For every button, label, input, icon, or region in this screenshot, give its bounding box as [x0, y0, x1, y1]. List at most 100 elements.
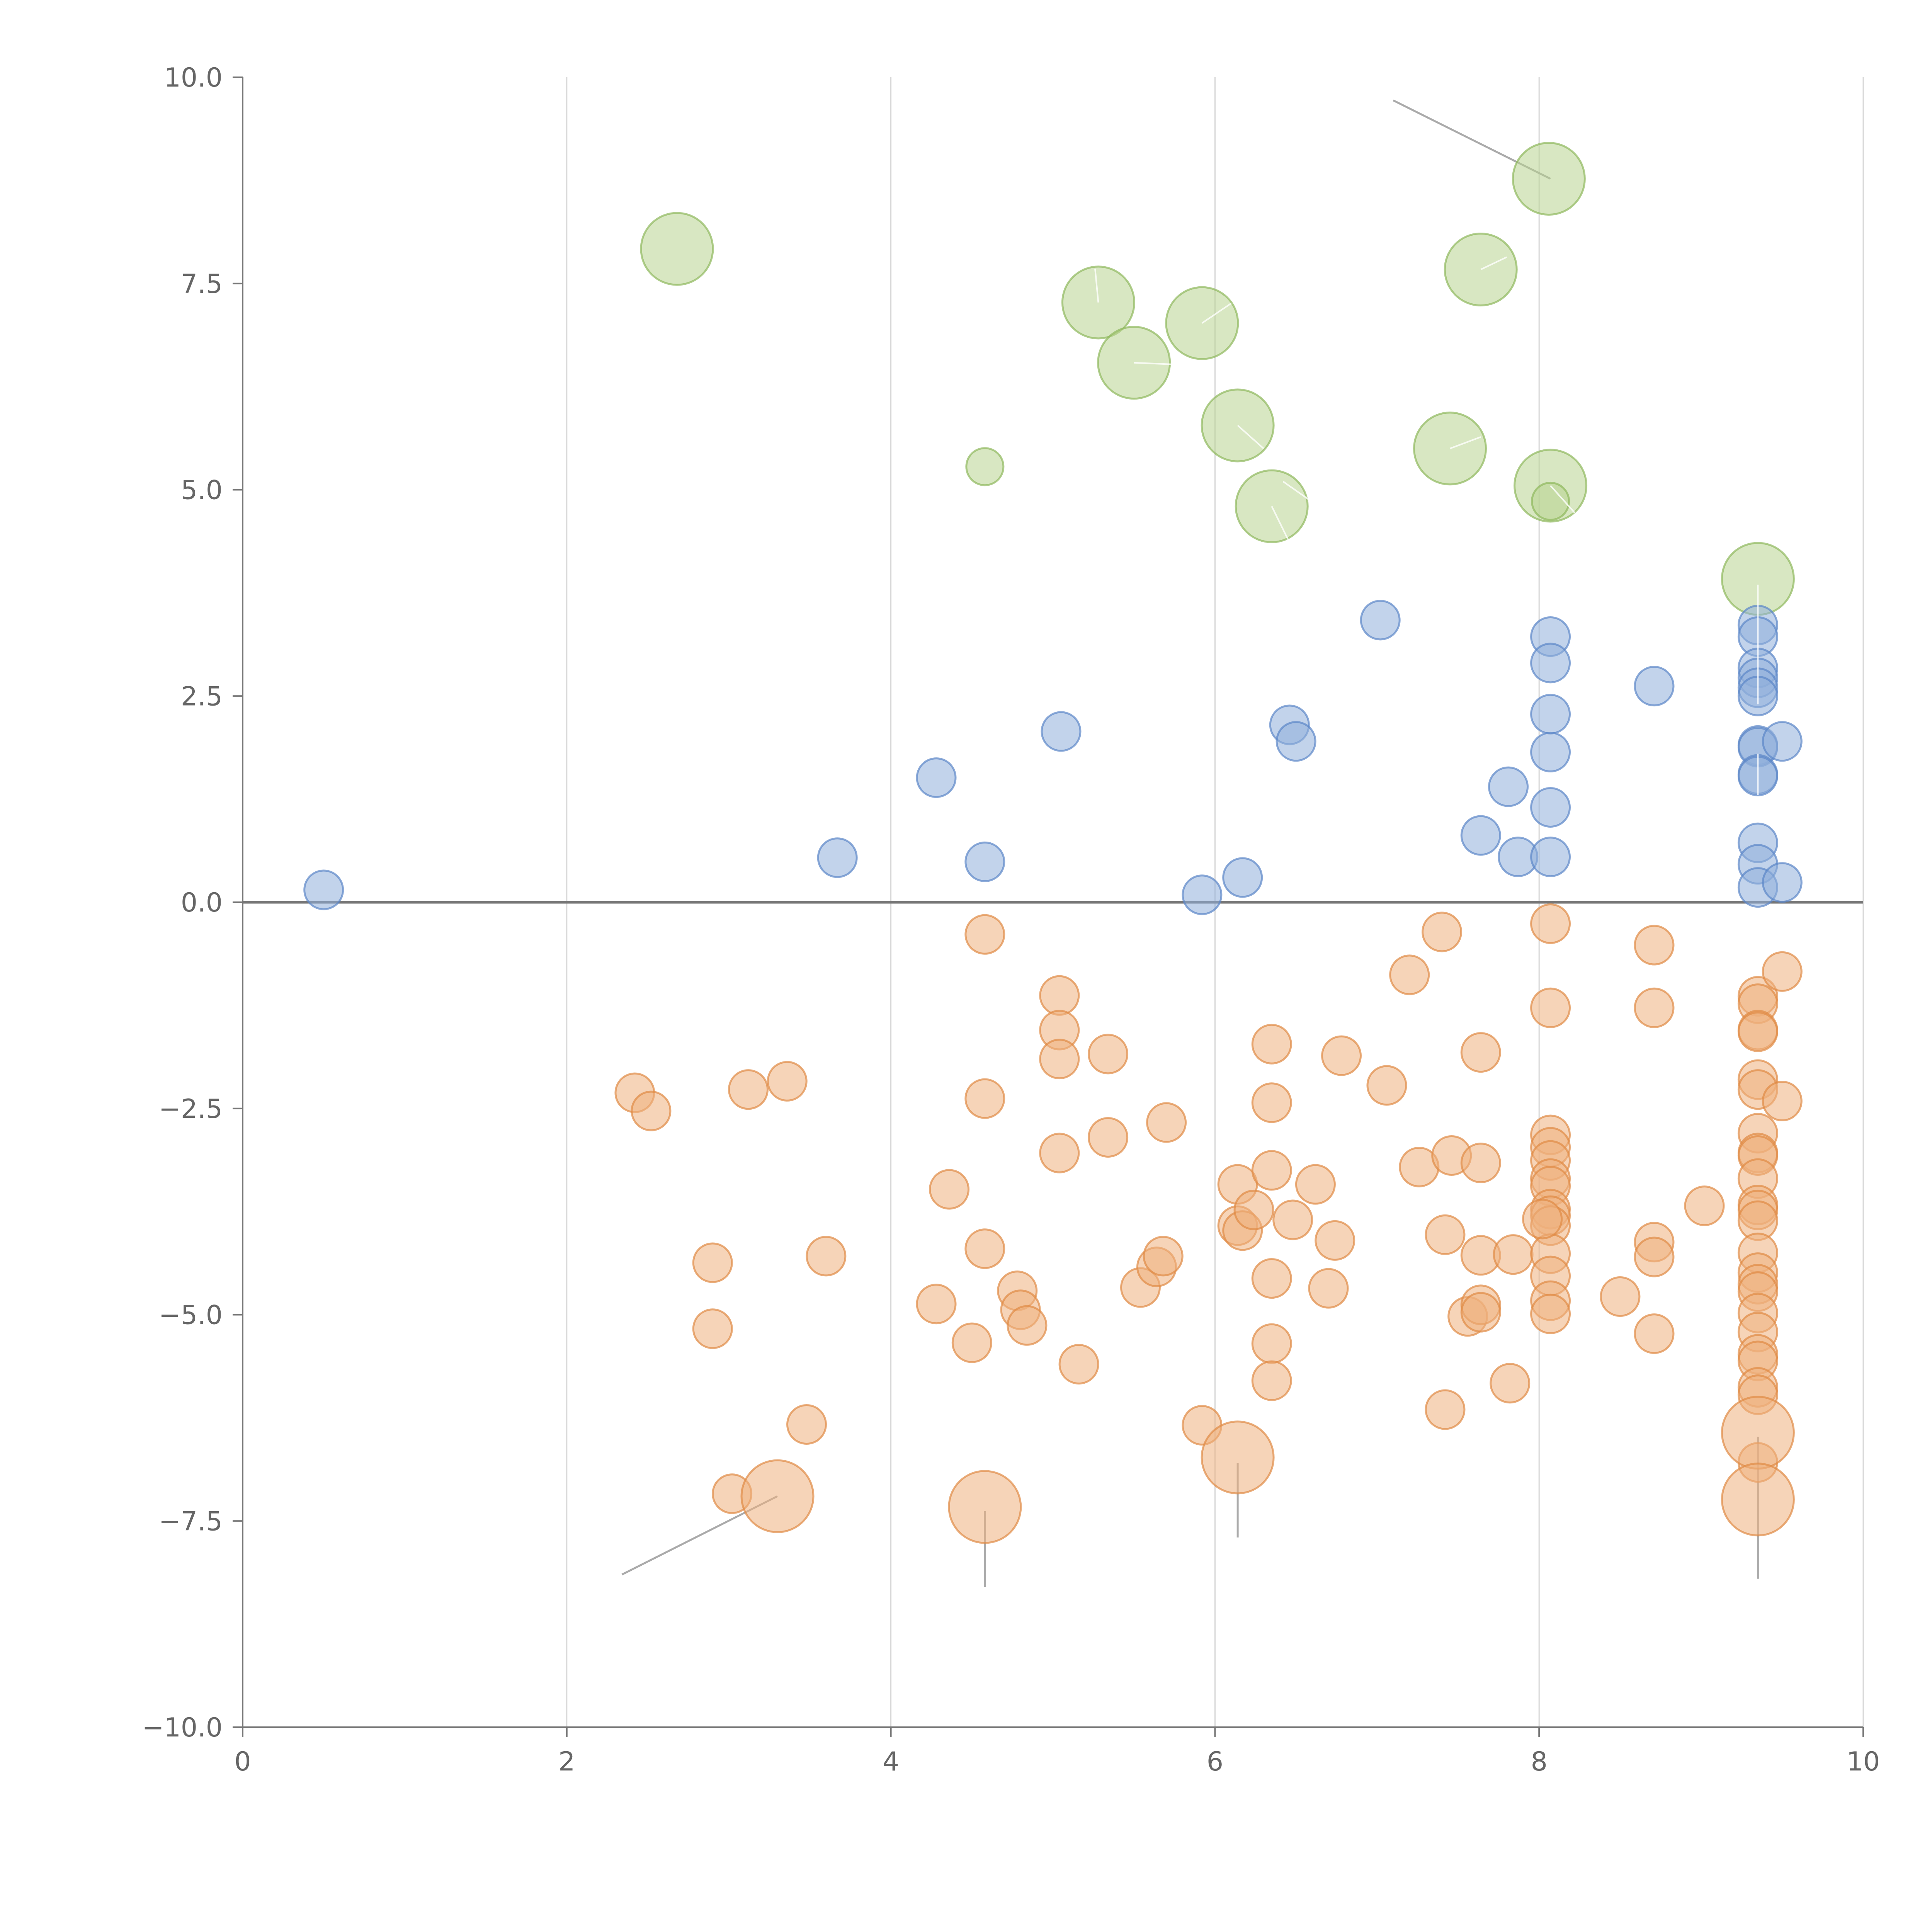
blue-point [916, 757, 957, 798]
green-point [1097, 326, 1171, 400]
orange-point [1233, 1189, 1274, 1230]
orange-point [786, 1404, 827, 1445]
orange-point [1146, 1102, 1187, 1143]
orange-point [929, 1169, 970, 1210]
orange-point [1737, 1011, 1778, 1052]
y-tick-label: −2.5 [159, 1094, 223, 1124]
orange-point [1321, 1035, 1362, 1076]
leader-line [1201, 303, 1232, 324]
orange-point [1088, 1034, 1129, 1075]
y-tick-label: −7.5 [159, 1506, 223, 1537]
y-tick-label: −5.0 [159, 1300, 223, 1331]
y-tick-label: −10.0 [142, 1713, 223, 1743]
orange-point [1251, 1323, 1292, 1364]
blue-point [1530, 787, 1571, 828]
orange-point [916, 1284, 957, 1325]
orange-point [1308, 1268, 1349, 1309]
leader-line [1550, 485, 1575, 514]
y-tick-label: 5.0 [181, 475, 223, 506]
x-tick-label: 10 [1847, 1747, 1880, 1777]
orange-point [1460, 1292, 1501, 1333]
orange-point [1493, 1234, 1534, 1275]
orange-point [1251, 1024, 1292, 1065]
orange-point [1251, 1150, 1292, 1191]
blue-point [1530, 837, 1571, 878]
blue-point [1222, 857, 1263, 898]
orange-point [951, 1322, 992, 1363]
orange-point [1366, 1065, 1407, 1106]
orange-point [1721, 1396, 1795, 1470]
orange-point [1460, 1143, 1501, 1184]
orange-point [1389, 954, 1430, 995]
y-tick-label: 10.0 [164, 63, 223, 93]
blue-point [1460, 815, 1501, 856]
orange-point [1058, 1344, 1099, 1385]
orange-point [1251, 1258, 1292, 1299]
orange-point [1039, 975, 1080, 1016]
green-point [640, 212, 714, 286]
leader-line [1271, 506, 1289, 540]
blue-point [1530, 643, 1571, 684]
orange-point [1251, 1082, 1292, 1123]
blue-point [817, 837, 858, 878]
orange-point [1201, 1420, 1275, 1495]
orange-point [1007, 1305, 1048, 1346]
data-points [303, 142, 1803, 1544]
orange-point [1315, 1220, 1355, 1261]
blue-point [1488, 766, 1529, 807]
green-point [1531, 481, 1570, 521]
orange-point [1684, 1185, 1725, 1226]
y-tick-label: 7.5 [181, 269, 223, 299]
blue-point [303, 869, 344, 910]
orange-point [1460, 1032, 1501, 1073]
blue-point [1182, 874, 1223, 915]
orange-point [1490, 1363, 1531, 1404]
orange-point [740, 1459, 815, 1533]
orange-point [1425, 1214, 1466, 1255]
x-tick-label: 6 [1207, 1747, 1223, 1777]
orange-point [1634, 987, 1675, 1028]
leader-line [1449, 436, 1481, 449]
y-tick-label: 2.5 [181, 681, 223, 712]
blue-point [964, 841, 1005, 882]
leader-line [1282, 481, 1310, 500]
blue-point [1530, 731, 1571, 772]
leader-line [1134, 362, 1173, 365]
orange-point [1295, 1164, 1336, 1205]
orange-point [1251, 1360, 1292, 1401]
leader-line [1237, 425, 1264, 449]
blue-point [1360, 600, 1401, 641]
orange-point [1762, 951, 1803, 992]
orange-point [964, 914, 1005, 955]
y-ticks: 10.0 7.5 5.0 2.5 0.0 −2.5 −5.0 −7.5 −10.0 [142, 63, 243, 1743]
orange-point [1530, 987, 1571, 1028]
orange-point [728, 1069, 769, 1110]
orange-point [1721, 1463, 1795, 1537]
orange-point [1530, 1293, 1571, 1334]
orange-point [1634, 1313, 1675, 1354]
leader-line [1094, 269, 1099, 303]
orange-point [631, 1090, 672, 1131]
orange-point [1422, 912, 1463, 952]
blue-point [1041, 711, 1082, 752]
blue-point [1530, 694, 1571, 735]
orange-point [1634, 1236, 1675, 1277]
green-point [965, 447, 1005, 486]
x-tick-label: 8 [1531, 1747, 1548, 1777]
orange-point [1088, 1117, 1129, 1158]
inner-leader-lines [1094, 256, 1759, 795]
orange-point [964, 1078, 1005, 1119]
x-ticks: 0 2 4 6 8 10 [234, 1727, 1880, 1777]
blue-point [1762, 721, 1803, 762]
orange-point [1530, 903, 1571, 944]
x-tick-label: 4 [883, 1747, 899, 1777]
orange-point [1272, 1199, 1313, 1240]
orange-point [1634, 925, 1675, 966]
x-tick-label: 2 [558, 1747, 575, 1777]
blue-point [1634, 666, 1675, 707]
green-point [1512, 142, 1586, 216]
orange-point [948, 1470, 1022, 1544]
orange-point [964, 1228, 1005, 1269]
x-tick-label: 0 [234, 1747, 251, 1777]
